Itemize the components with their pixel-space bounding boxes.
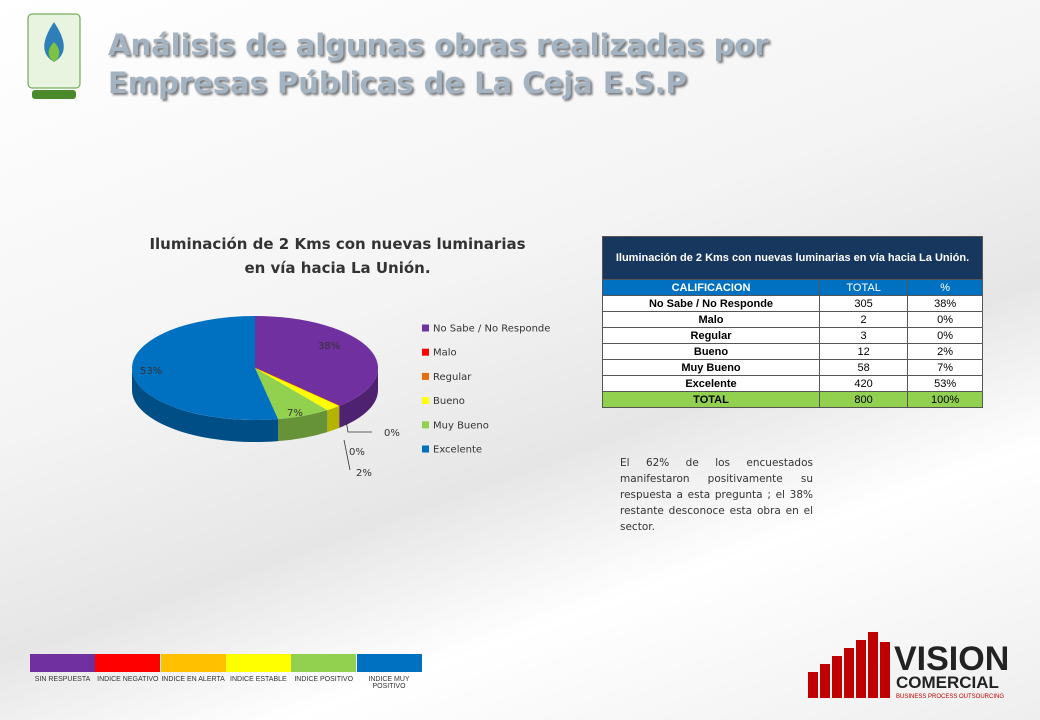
data-label: 53%: [140, 366, 162, 377]
data-label: 0%: [349, 447, 365, 458]
title-line: Empresas Públicas de La Ceja E.S.P: [108, 66, 687, 100]
pie-slice: [255, 316, 378, 406]
table-row: TOTAL 800 100%: [602, 391, 983, 408]
pie-slice: [254, 367, 340, 407]
table-cell: 2%: [907, 343, 983, 360]
table-cell: Iluminación de 2 Kms con nuevas luminari…: [602, 236, 983, 280]
table-cell: Bueno: [602, 343, 820, 360]
table-cell: 12: [818, 343, 909, 360]
legend-swatch: [422, 324, 429, 332]
table-row: Regular 3 0%: [602, 327, 983, 344]
pie-slice: [255, 368, 328, 420]
legend-label: No Sabe / No Responde: [433, 324, 550, 335]
table-row: No Sabe / No Responde 305 38%: [602, 295, 983, 312]
table-cell: 38%: [907, 295, 983, 312]
pie-slice: [132, 316, 279, 420]
chart: 38% 0% 0% 2% 7% 53% No Sabe / No Responde Malo R…: [132, 316, 550, 479]
table-cell: CALIFICACION: [602, 279, 820, 296]
table-row: CALIFICACION TOTAL%: [602, 279, 983, 296]
index-label: INDICE POSITIVO: [294, 676, 354, 683]
leader-line: [345, 419, 372, 433]
index-label: SIN RESPUESTA: [34, 676, 91, 683]
table-cell: No Sabe / No Responde: [602, 295, 820, 312]
table-cell: 53%: [907, 375, 983, 392]
legend-swatch: [422, 421, 429, 429]
legend-label: Muy Bueno: [433, 420, 489, 431]
data-table: Iluminación de 2 Kms con nuevas luminari…: [602, 236, 983, 408]
legend-label: Bueno: [433, 396, 465, 407]
pie-side: [278, 410, 328, 442]
brand-tagline: BUSINESS PROCESS OUTSOURCING: [896, 694, 1004, 700]
legend-swatch: [422, 445, 429, 453]
data-label: 7%: [287, 408, 303, 419]
legend-label: Malo: [433, 348, 457, 359]
table-cell: 0%: [907, 327, 983, 344]
table-cell: 7%: [907, 359, 983, 376]
pie-side: [327, 405, 340, 433]
table-row: Excelente 420 53%: [602, 375, 983, 392]
table-cell: 100%: [907, 391, 983, 408]
brand-name: VISION: [894, 640, 1009, 678]
table-cell: 420: [818, 375, 909, 392]
index-label: INDICE EN ALERTA: [161, 676, 225, 683]
pie-side: [339, 368, 378, 428]
table-cell: Regular: [602, 327, 820, 344]
leader-line: [343, 439, 351, 471]
table-cell: Excelente: [602, 375, 820, 392]
pie-side: [132, 368, 279, 442]
table-cell: 800: [818, 391, 909, 408]
index-swatch: [30, 654, 95, 672]
title: Análisis de algunas obras realizadas por…: [108, 26, 769, 102]
index-swatch: [356, 654, 422, 672]
index-label: INDICE NEGATIVO: [97, 676, 159, 683]
index-swatch: [291, 654, 357, 672]
table-cell: %: [907, 279, 983, 296]
table-row: Bueno 12 2%: [602, 343, 983, 360]
index-swatch: [95, 654, 161, 672]
table-cell: TOTAL: [602, 391, 820, 408]
logo-vision: VISION COMERCIAL BUSINESS PROCESS OUTSOU…: [808, 632, 1009, 700]
index-swatch: [160, 654, 226, 672]
legend-swatch: [422, 397, 429, 405]
legend-swatch: [422, 348, 429, 356]
index-label: INDICE MUY POSITIVO: [368, 676, 410, 690]
table-cell: Muy Bueno: [602, 359, 820, 376]
logo-epc: [27, 13, 81, 99]
data-label: 38%: [318, 341, 340, 352]
table-cell: 305: [818, 295, 909, 312]
table-cell: 2: [818, 311, 909, 328]
pie-slice: [255, 368, 340, 411]
table-cell: 3: [818, 327, 909, 344]
chart-title: Iluminación de 2 Kms con nuevas luminari…: [149, 235, 526, 277]
table-cell: 0%: [907, 311, 983, 328]
table-cell: TOTAL: [818, 279, 909, 296]
title-line: Análisis de algunas obras realizadas por: [108, 28, 769, 62]
data-label: 2%: [356, 468, 372, 479]
note: El 62% de los encuestados manifestaron p…: [620, 457, 813, 533]
table-row: Malo 2 0%: [602, 311, 983, 328]
data-label: 0%: [384, 428, 400, 439]
index-label: INDICE ESTABLE: [230, 676, 287, 683]
table-row: Iluminación de 2 Kms con nuevas luminari…: [602, 236, 983, 280]
table-cell: 58: [818, 359, 909, 376]
legend-swatch: [422, 372, 429, 380]
table-cell: Malo: [602, 311, 820, 328]
table-row: Muy Bueno 58 7%: [602, 359, 983, 376]
brand-sub: COMERCIAL: [896, 673, 999, 692]
index-swatch: [225, 654, 291, 672]
legend-label: Excelente: [433, 445, 482, 456]
legend-label: Regular: [433, 372, 472, 383]
